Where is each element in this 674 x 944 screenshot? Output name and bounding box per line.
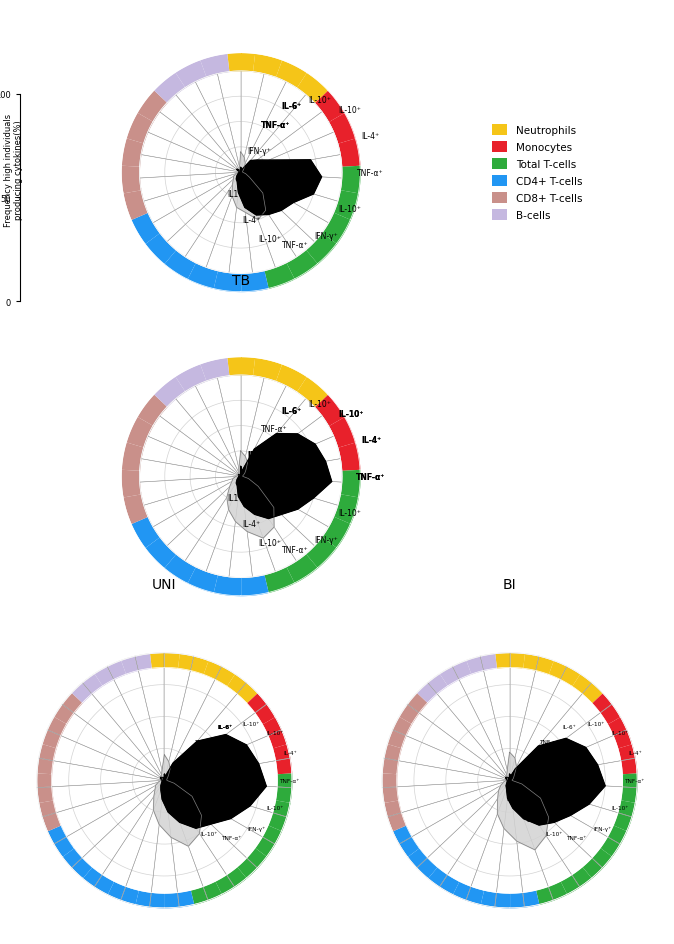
Text: IFN-γ⁺: IFN-γ⁺ (522, 760, 542, 765)
Text: IL-10⁺: IL-10⁺ (266, 730, 283, 735)
Text: IL-10⁺: IL-10⁺ (258, 235, 281, 244)
Polygon shape (160, 734, 266, 829)
Text: TNF-α⁺: TNF-α⁺ (195, 739, 216, 744)
Polygon shape (154, 755, 202, 847)
Text: IL-6⁺: IL-6⁺ (281, 406, 301, 415)
Polygon shape (506, 738, 605, 825)
Text: IL17⁺: IL17⁺ (227, 190, 247, 199)
Text: IL-4⁺: IL-4⁺ (361, 435, 381, 445)
Text: IL-10⁺: IL-10⁺ (587, 721, 605, 726)
Text: IL-10⁺: IL-10⁺ (308, 399, 331, 409)
Polygon shape (227, 451, 274, 538)
Text: IL-4⁺: IL-4⁺ (181, 818, 195, 822)
Text: IL-10⁺: IL-10⁺ (338, 106, 361, 114)
Text: IL-4⁺: IL-4⁺ (361, 435, 381, 445)
Text: IL-10⁺: IL-10⁺ (308, 95, 331, 105)
Text: IL-10⁺: IL-10⁺ (242, 721, 259, 726)
Text: IL-10⁺: IL-10⁺ (338, 205, 361, 214)
Text: TNF-α⁺: TNF-α⁺ (357, 168, 384, 177)
Text: IFN-γ⁺: IFN-γ⁺ (247, 147, 272, 156)
Text: IL-10⁺: IL-10⁺ (545, 832, 562, 836)
Text: TNF-α⁺: TNF-α⁺ (260, 121, 290, 130)
Text: IL-6⁺: IL-6⁺ (281, 102, 301, 111)
Text: IL-4⁺: IL-4⁺ (629, 750, 642, 755)
Text: IFN-γ⁺: IFN-γ⁺ (247, 451, 274, 460)
Text: TNF-α⁺: TNF-α⁺ (567, 834, 587, 840)
Text: IFN-γ⁺: IFN-γ⁺ (177, 760, 197, 765)
Text: IFN-γ⁺: IFN-γ⁺ (314, 231, 338, 241)
Polygon shape (237, 160, 321, 216)
Polygon shape (232, 153, 266, 221)
Text: IFN-γ⁺: IFN-γ⁺ (177, 760, 197, 765)
Text: IL-4⁺: IL-4⁺ (361, 132, 379, 141)
Text: IL-10⁺: IL-10⁺ (611, 730, 628, 735)
Legend: Neutrophils, Monocytes, Total T-cells, CD4+ T-cells, CD8+ T-cells, B-cells: Neutrophils, Monocytes, Total T-cells, C… (487, 120, 588, 227)
Text: TNF-α⁺: TNF-α⁺ (625, 778, 646, 783)
Text: IL-4⁺: IL-4⁺ (527, 818, 541, 822)
Text: IL-6⁺: IL-6⁺ (562, 725, 576, 730)
Text: IL-10⁺: IL-10⁺ (266, 805, 284, 811)
Text: IL-4⁺: IL-4⁺ (243, 216, 260, 225)
Text: TNF-α⁺: TNF-α⁺ (260, 121, 290, 130)
Text: IFN-γ⁺: IFN-γ⁺ (593, 826, 611, 831)
Polygon shape (237, 434, 332, 519)
Polygon shape (497, 752, 549, 850)
Text: IFN-γ⁺: IFN-γ⁺ (522, 760, 542, 765)
Text: IL-4⁺: IL-4⁺ (243, 519, 260, 529)
Text: IFN-γ⁺: IFN-γ⁺ (247, 451, 274, 460)
Text: IFN-γ⁺: IFN-γ⁺ (248, 826, 266, 831)
Text: IL-6⁺: IL-6⁺ (217, 725, 233, 730)
Title: TB: TB (232, 274, 250, 288)
Text: IL-6⁺: IL-6⁺ (281, 406, 301, 415)
Text: IL17⁺: IL17⁺ (227, 494, 247, 502)
Text: IL-10⁺: IL-10⁺ (338, 410, 363, 418)
Text: TNF-α⁺: TNF-α⁺ (280, 778, 300, 783)
Title: BI: BI (503, 578, 516, 592)
Text: TNF-α⁺: TNF-α⁺ (282, 545, 308, 554)
Text: IL17⁺: IL17⁺ (507, 796, 522, 801)
Text: TNF-α⁺: TNF-α⁺ (260, 425, 287, 434)
Text: TNF-α⁺: TNF-α⁺ (541, 739, 561, 744)
Text: IFN-γ⁺: IFN-γ⁺ (314, 535, 338, 544)
Text: IL-10⁺: IL-10⁺ (338, 509, 361, 518)
Text: IL-10⁺: IL-10⁺ (338, 410, 363, 418)
Text: TNF-α⁺: TNF-α⁺ (356, 472, 385, 481)
Text: IL-6⁺: IL-6⁺ (281, 102, 301, 111)
Text: IL-10⁺: IL-10⁺ (611, 805, 629, 811)
Text: TNF-α⁺: TNF-α⁺ (222, 834, 242, 840)
Text: TNF-α⁺: TNF-α⁺ (282, 241, 308, 250)
Text: TNF-α⁺: TNF-α⁺ (356, 472, 385, 481)
Text: IL-10⁺: IL-10⁺ (200, 832, 217, 836)
Text: IL-10⁺: IL-10⁺ (258, 538, 281, 548)
Text: Frequency high individuals
producing cytokines(%): Frequency high individuals producing cyt… (4, 113, 23, 227)
Title: UNI: UNI (152, 578, 177, 592)
Text: IL-6⁺: IL-6⁺ (217, 725, 233, 730)
Text: IL-4⁺: IL-4⁺ (284, 750, 297, 755)
Text: IL17⁺: IL17⁺ (162, 796, 177, 801)
